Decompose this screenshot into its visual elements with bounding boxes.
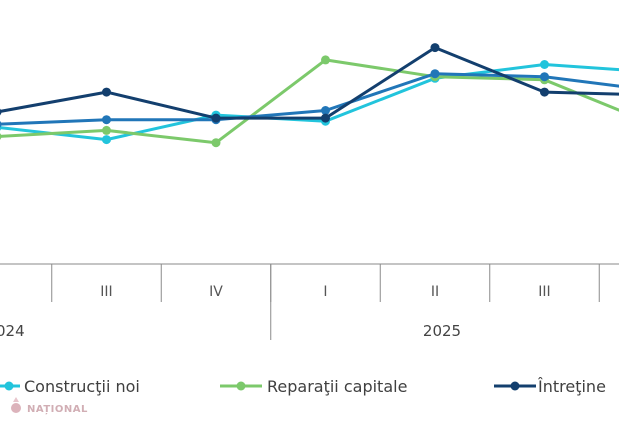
x-tick-label: I bbox=[323, 284, 327, 300]
legend-swatch-marker bbox=[4, 381, 14, 391]
data-point bbox=[540, 60, 549, 69]
x-tick-label: II bbox=[431, 284, 439, 300]
series-3 bbox=[0, 43, 619, 123]
watermark-text: NAȚIONAL bbox=[27, 404, 88, 415]
legend-item-reparatii-capitale: Reparaţii capitale bbox=[220, 377, 407, 396]
data-point bbox=[321, 55, 330, 65]
year-label-2025: 2025 bbox=[423, 322, 461, 340]
data-point bbox=[540, 72, 549, 82]
x-tick-label: III bbox=[538, 284, 550, 300]
legend-label-constructii-noi: Construcţii noi bbox=[24, 377, 140, 396]
data-point bbox=[0, 133, 2, 140]
data-point bbox=[321, 113, 330, 123]
data-point bbox=[211, 113, 221, 123]
data-point bbox=[0, 108, 2, 116]
legend-label-intretinere: Întreţine bbox=[537, 377, 606, 396]
series-line bbox=[0, 72, 619, 126]
series-1 bbox=[0, 55, 619, 148]
data-point bbox=[430, 43, 440, 53]
x-tick-label: II bbox=[0, 284, 1, 300]
legend-swatch-marker bbox=[510, 381, 520, 391]
year-label-2024: 024 bbox=[0, 322, 25, 340]
data-point bbox=[102, 125, 111, 135]
series-line bbox=[0, 58, 619, 145]
data-point bbox=[102, 87, 111, 97]
legend-label-reparatii-capitale: Reparaţii capitale bbox=[267, 377, 407, 396]
legend-item-constructii-noi: Construcţii noi bbox=[0, 377, 140, 396]
series-layer bbox=[0, 43, 619, 148]
data-point bbox=[321, 106, 330, 115]
series-line bbox=[0, 46, 619, 120]
legend-swatch-marker bbox=[236, 381, 246, 391]
series-line bbox=[0, 63, 619, 142]
x-tick-labels: IIIIIIVIIIIIIIVI bbox=[0, 264, 600, 340]
data-point bbox=[540, 87, 549, 97]
data-point bbox=[0, 120, 2, 128]
watermark-logo-icon bbox=[11, 403, 21, 413]
data-point bbox=[102, 135, 111, 145]
legend-item-intretinere: Întreţine bbox=[494, 377, 606, 396]
watermark-logo-petal bbox=[13, 397, 19, 402]
x-tick-label: IV bbox=[209, 284, 223, 300]
watermark: NAȚIONAL bbox=[11, 397, 88, 415]
data-point bbox=[102, 115, 111, 125]
data-point bbox=[211, 138, 221, 148]
x-tick-label: III bbox=[100, 284, 112, 300]
data-point bbox=[430, 69, 440, 79]
year-labels: 024 2025 bbox=[0, 322, 461, 340]
legend: Construcţii noi Reparaţii capitale Între… bbox=[0, 377, 606, 396]
